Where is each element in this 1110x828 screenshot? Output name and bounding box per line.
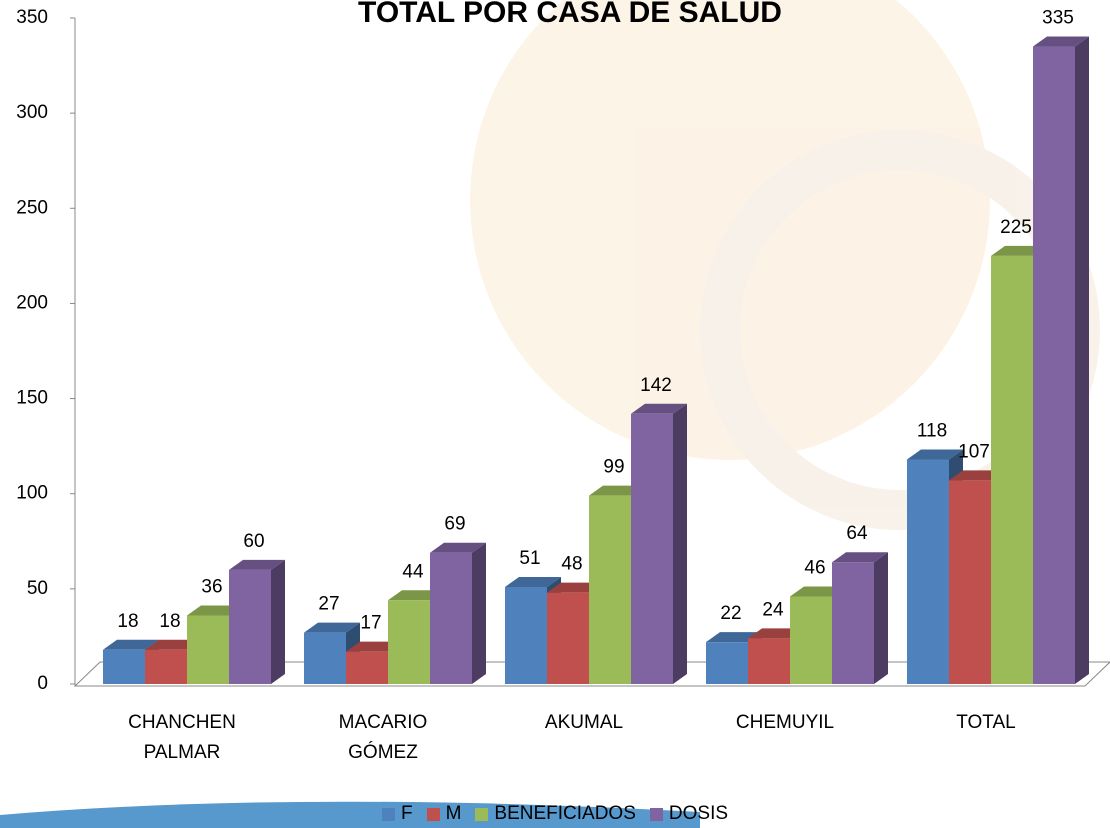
- y-tick-label: 50: [27, 578, 48, 599]
- bar-side: [472, 543, 486, 684]
- x-tick-label: CHANCHEN PALMAR: [112, 708, 252, 768]
- page: TOTAL POR CASA DE SALUD 0 50 100 150 200 250 3…: [0, 0, 1110, 828]
- bar: [304, 633, 346, 684]
- bar: [388, 600, 430, 684]
- bar: [346, 652, 388, 684]
- value-label: 69: [444, 514, 465, 535]
- legend-label: F: [401, 803, 413, 825]
- value-label: 335: [1042, 8, 1074, 29]
- bar: [229, 570, 271, 684]
- bar: [748, 638, 790, 684]
- y-tick-label: 200: [16, 292, 48, 313]
- value-label: 48: [561, 554, 582, 575]
- bar: [430, 553, 472, 684]
- value-label: 22: [720, 603, 741, 624]
- y-tick-label: 350: [16, 7, 48, 28]
- bar: [949, 480, 991, 684]
- legend-swatch: [650, 808, 663, 821]
- value-label: 24: [762, 599, 784, 620]
- x-tick-label: AKUMAL: [514, 708, 654, 738]
- value-label: 142: [640, 375, 672, 396]
- bar-side: [271, 560, 285, 684]
- legend-swatch: [382, 808, 395, 821]
- legend-swatch: [427, 808, 440, 821]
- value-label: 36: [201, 577, 222, 598]
- value-label: 64: [846, 523, 868, 544]
- bar: [832, 562, 874, 684]
- y-tick-label: 0: [37, 673, 48, 694]
- bar: [103, 650, 145, 684]
- legend: F M BENEFICIADOS DOSIS: [0, 803, 1110, 825]
- bar: [505, 587, 547, 684]
- x-tick-label: MACARIO GÓMEZ: [313, 708, 453, 768]
- legend-item: BENEFICIADOS: [475, 803, 635, 825]
- bar: [145, 650, 187, 684]
- bar: [589, 496, 631, 684]
- x-tick-label: CHEMUYIL: [715, 708, 855, 738]
- value-label: 44: [402, 561, 424, 582]
- legend-label: M: [446, 803, 462, 825]
- bar-side: [673, 404, 687, 684]
- value-label: 99: [603, 457, 624, 478]
- bar: [1033, 47, 1075, 684]
- value-label: 107: [958, 441, 990, 462]
- value-label: 46: [804, 557, 825, 578]
- value-label: 225: [1000, 217, 1032, 238]
- value-label: 17: [360, 613, 381, 634]
- legend-label: DOSIS: [669, 803, 728, 825]
- bar: [547, 593, 589, 684]
- y-tick-label: 100: [16, 483, 48, 504]
- value-label: 18: [159, 611, 180, 632]
- y-tick-label: 250: [16, 197, 48, 218]
- chart-title: TOTAL POR CASA DE SALUD: [358, 0, 782, 29]
- bar-side: [874, 552, 888, 684]
- bar: [907, 459, 949, 684]
- y-tick-label: 150: [16, 388, 48, 409]
- bar: [706, 642, 748, 684]
- bar: [790, 596, 832, 684]
- y-tick-label: 300: [16, 102, 48, 123]
- value-label: 18: [117, 611, 138, 632]
- legend-swatch: [475, 808, 488, 821]
- legend-item: M: [427, 803, 462, 825]
- bar: [187, 615, 229, 684]
- value-label: 118: [917, 420, 947, 441]
- value-label: 60: [243, 531, 264, 552]
- value-label: 51: [519, 548, 540, 569]
- legend-item: F: [382, 803, 413, 825]
- legend-item: DOSIS: [650, 803, 728, 825]
- x-tick-label: TOTAL: [916, 708, 1056, 738]
- value-label: 27: [318, 594, 339, 615]
- chart: TOTAL POR CASA DE SALUD 0 50 100 150 200 250 3…: [0, 0, 1110, 828]
- bar: [631, 414, 673, 684]
- watermark: [470, 0, 1080, 510]
- bar-side: [1075, 37, 1089, 684]
- legend-label: BENEFICIADOS: [494, 803, 635, 825]
- bar: [991, 256, 1033, 684]
